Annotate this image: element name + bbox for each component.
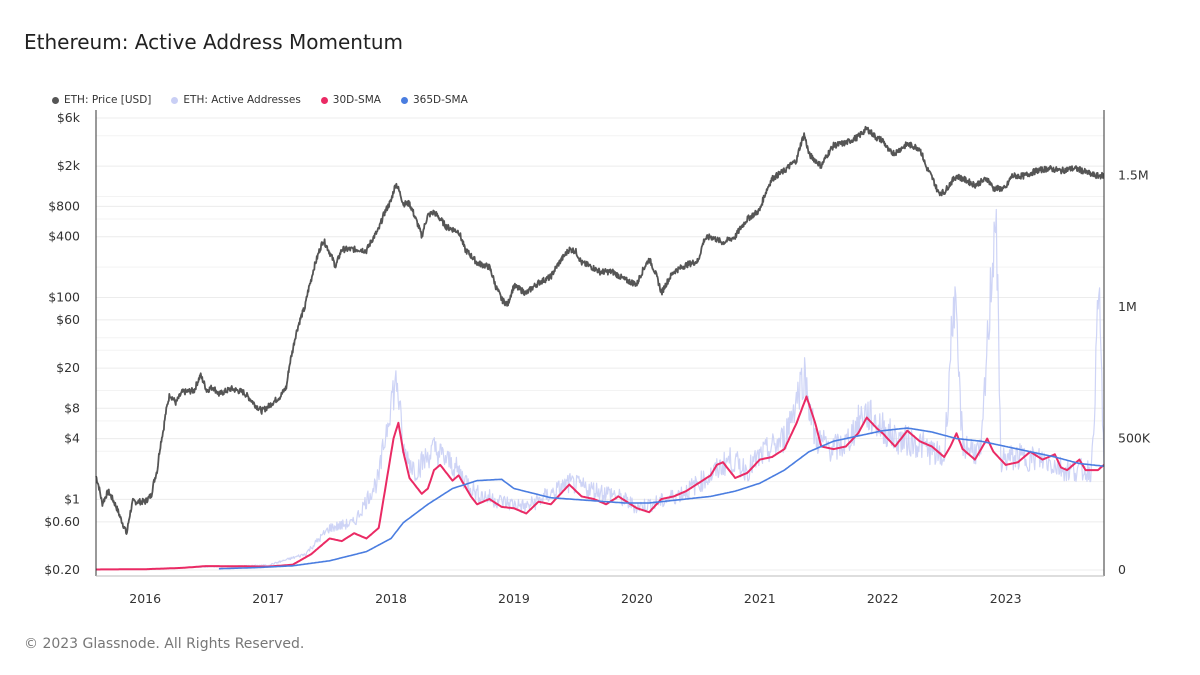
left-tick-label: $2k — [57, 158, 81, 173]
x-tick-label: 2019 — [498, 591, 530, 606]
copyright-footer: © 2023 Glassnode. All Rights Reserved. — [24, 636, 305, 652]
legend-label-active-addresses: ETH: Active Addresses — [183, 94, 301, 106]
left-tick-label: $1 — [64, 491, 80, 506]
series-line-30d-sma — [96, 395, 1105, 571]
chart-legend: ETH: Price [USD] ETH: Active Addresses 3… — [52, 94, 468, 106]
left-tick-label: $4 — [64, 431, 80, 446]
axes: $6k $2k $800 $400 $100 $60 $20 $8 $4 $1 $0.60 $0.20… — [44, 110, 1151, 606]
x-tick-label: 2020 — [621, 591, 653, 606]
legend-label-30d-sma: 30D-SMA — [332, 94, 381, 106]
legend-dot-price — [52, 96, 59, 104]
left-tick-label: $800 — [48, 198, 80, 213]
x-tick-label: 2023 — [990, 591, 1022, 606]
left-tick-label: $60 — [56, 312, 80, 327]
left-tick-label: $100 — [48, 290, 80, 305]
series-layer — [95, 125, 1105, 571]
legend-label-price: ETH: Price [USD] — [64, 94, 152, 106]
legend-item-active-addresses[interactable]: ETH: Active Addresses — [171, 94, 301, 106]
left-tick-label: $20 — [56, 360, 80, 375]
series-line-eth-price-usd — [95, 125, 1105, 535]
left-tick-label: $0.20 — [44, 562, 80, 577]
right-tick-label: 500K — [1118, 431, 1151, 446]
right-tick-label: 1M — [1118, 299, 1137, 314]
legend-label-365d-sma: 365D-SMA — [412, 94, 468, 106]
legend-dot-active-addresses — [171, 96, 179, 104]
legend-item-price[interactable]: ETH: Price [USD] — [52, 94, 151, 106]
left-tick-label: $8 — [64, 400, 80, 415]
x-tick-label: 2017 — [252, 591, 284, 606]
left-tick-label: $6k — [57, 110, 81, 125]
series-line-eth-active-addresses — [145, 208, 1105, 570]
right-tick-label: 0 — [1118, 562, 1126, 577]
legend-item-365d-sma[interactable]: 365D-SMA — [400, 94, 468, 106]
legend-dot-30d-sma — [320, 96, 328, 104]
grid-lines — [96, 117, 1104, 571]
x-tick-label: 2021 — [744, 591, 776, 606]
legend-item-30d-sma[interactable]: 30D-SMA — [320, 94, 381, 106]
left-tick-label: $400 — [48, 229, 80, 244]
series-line-365d-sma — [218, 427, 1105, 570]
chart-title: Ethereum: Active Address Momentum — [24, 30, 403, 54]
left-tick-label: $0.60 — [44, 514, 80, 529]
legend-dot-365d-sma — [400, 96, 408, 104]
x-tick-label: 2022 — [867, 591, 899, 606]
right-tick-label: 1.5M — [1118, 168, 1149, 183]
x-tick-label: 2016 — [129, 591, 161, 606]
x-tick-label: 2018 — [375, 591, 407, 606]
